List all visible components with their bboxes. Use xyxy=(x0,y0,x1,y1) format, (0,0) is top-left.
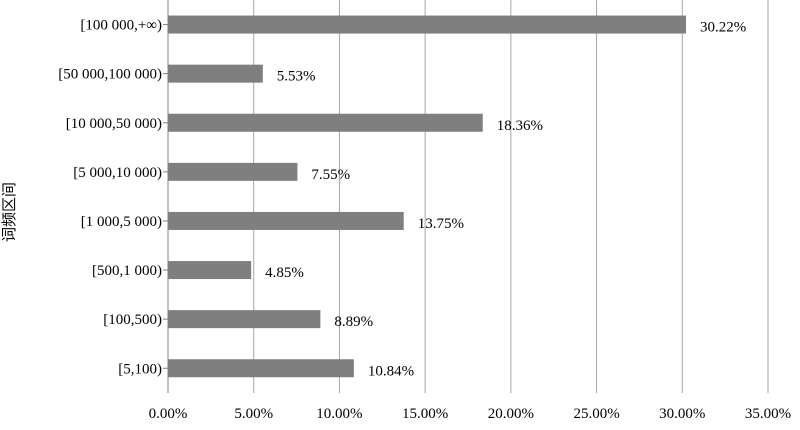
bar xyxy=(168,359,354,378)
value-label: 4.85% xyxy=(265,265,304,281)
y-axis-title: 词频区间 xyxy=(1,182,18,242)
axes xyxy=(163,0,169,393)
category-label: [10 000,50 000) xyxy=(66,116,162,132)
value-label: 18.36% xyxy=(497,118,543,134)
category-label: [500,1 000) xyxy=(92,263,162,279)
category-label: [50 000,100 000) xyxy=(58,67,162,83)
x-tick-label: 15.00% xyxy=(402,406,448,422)
x-tick-label: 5.00% xyxy=(234,406,273,422)
bar xyxy=(168,113,483,132)
value-label: 7.55% xyxy=(311,167,350,183)
grid-lines xyxy=(253,0,769,393)
x-tick-label: 30.00% xyxy=(659,406,705,422)
category-label: [100 000,+∞) xyxy=(80,18,162,34)
bar xyxy=(168,162,298,181)
category-label: [5 000,10 000) xyxy=(73,165,162,181)
category-label: [100,500) xyxy=(103,312,162,328)
x-tick-label: 35.00% xyxy=(745,406,791,422)
value-label: 30.22% xyxy=(700,20,746,36)
value-label: 13.75% xyxy=(418,216,464,232)
value-label: 10.84% xyxy=(368,363,414,379)
bar xyxy=(168,310,321,329)
x-tick-label: 0.00% xyxy=(149,406,188,422)
bar xyxy=(168,261,252,280)
bar xyxy=(168,64,263,83)
value-label: 5.53% xyxy=(277,69,316,85)
value-label: 8.89% xyxy=(334,314,373,330)
category-label: [5,100) xyxy=(118,361,162,377)
bars xyxy=(168,15,687,378)
category-label: [1 000,5 000) xyxy=(81,214,162,230)
bar xyxy=(168,211,404,230)
bar xyxy=(168,15,687,34)
x-tick-label: 25.00% xyxy=(573,406,619,422)
x-tick-label: 10.00% xyxy=(316,406,362,422)
labels: 0.00% 5.00% 10.00% 15.00% 20.00% 25.00% 30.00%… xyxy=(58,18,791,422)
x-tick-label: 20.00% xyxy=(488,406,534,422)
